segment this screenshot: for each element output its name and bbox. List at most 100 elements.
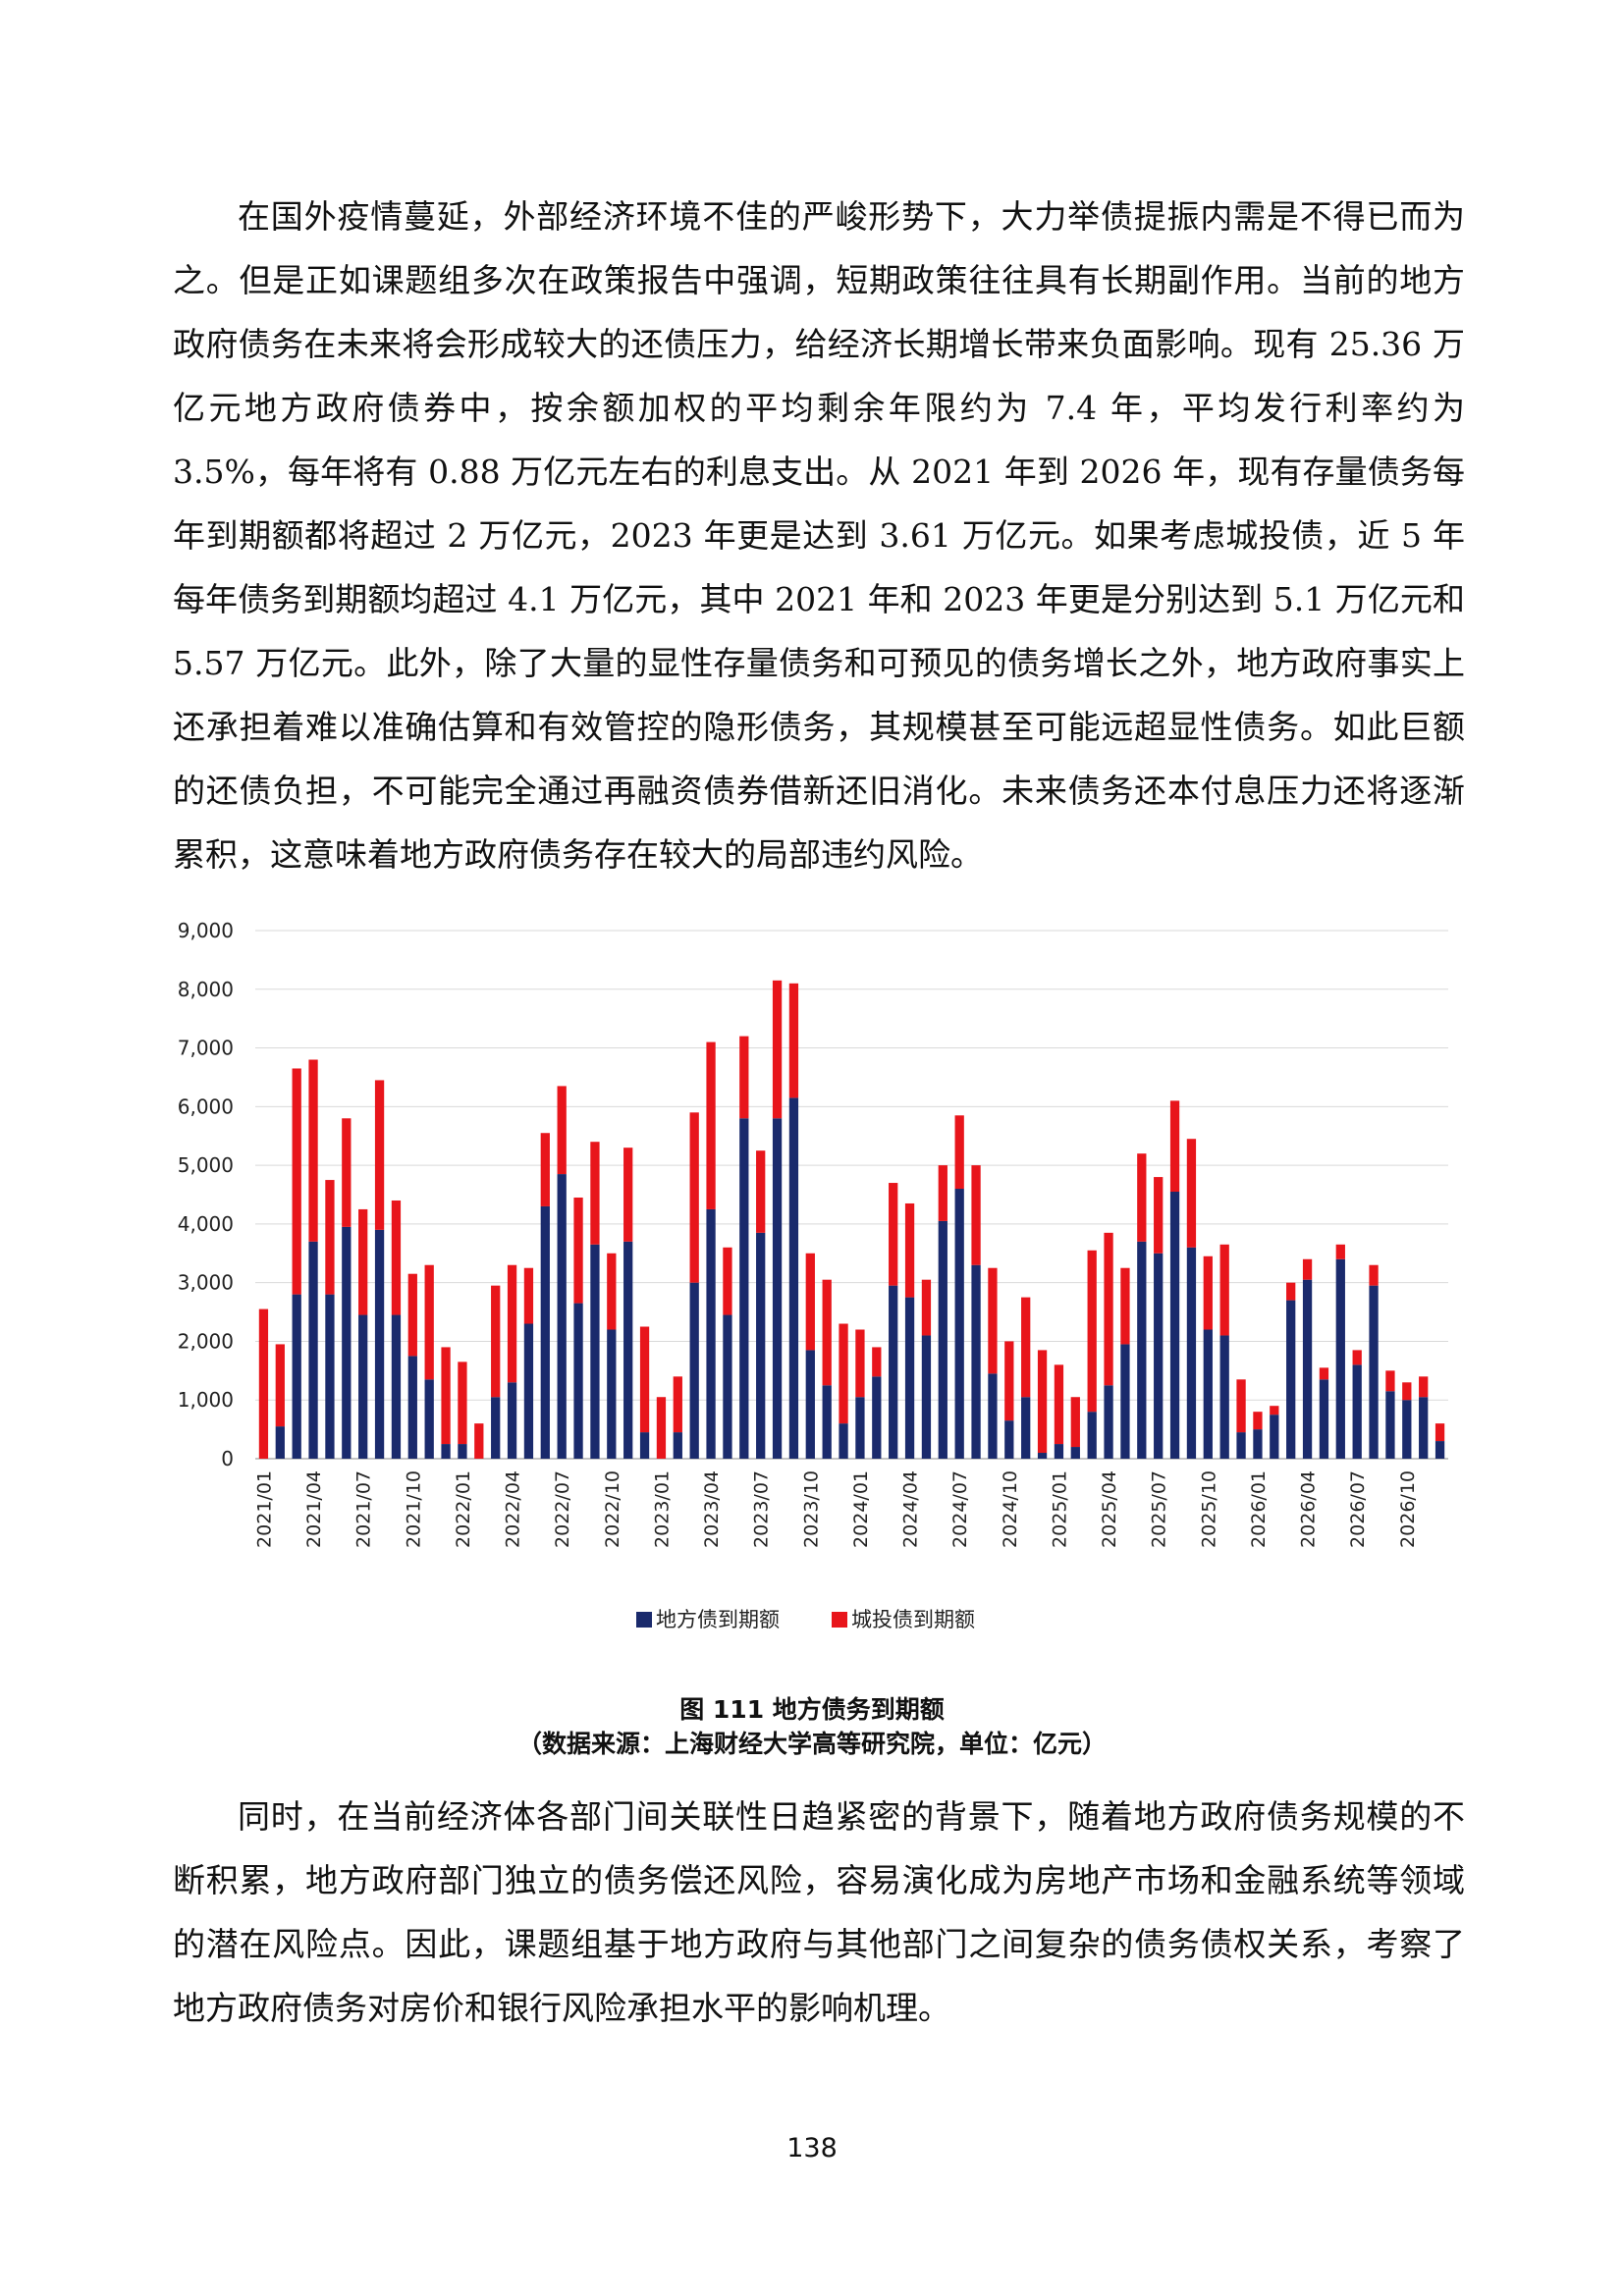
bar-chengtou-bond [1004, 1341, 1014, 1421]
bar-local-bond [1137, 1241, 1147, 1459]
bar-chengtou-bond [1186, 1139, 1197, 1248]
bar-chengtou-bond [275, 1344, 285, 1427]
bar-local-bond [590, 1244, 600, 1459]
x-tick-label: 2023/10 [800, 1470, 822, 1548]
bar-local-bond [639, 1432, 650, 1459]
bar-local-bond [839, 1423, 848, 1459]
x-tick-label: 2024/10 [1000, 1470, 1021, 1548]
bar-local-bond [1335, 1258, 1345, 1459]
bar-chengtou-bond [458, 1362, 467, 1445]
bar-local-bond [1369, 1285, 1379, 1459]
bar-local-bond [1236, 1432, 1246, 1459]
bar-chengtou-bond [656, 1397, 667, 1459]
bar-local-bond [739, 1118, 749, 1459]
bar-chengtou-bond [507, 1264, 517, 1383]
bar-chengtou-bond [1286, 1282, 1296, 1301]
bar-local-bond [308, 1241, 318, 1459]
bar-chengtou-bond [1137, 1153, 1147, 1242]
legend-label-local-bond: 地方债到期额 [656, 1608, 780, 1631]
bar-chengtou-bond [872, 1347, 882, 1377]
chart-bars [258, 980, 1445, 1459]
bar-local-bond [1054, 1444, 1064, 1459]
bar-chengtou-bond [1169, 1100, 1180, 1193]
bar-local-bond [1087, 1412, 1097, 1459]
bar-chengtou-bond [1435, 1423, 1445, 1442]
bar-chengtou-bond [639, 1326, 650, 1433]
bar-local-bond [673, 1432, 682, 1459]
x-tick-label: 2026/07 [1347, 1470, 1369, 1548]
bar-chengtou-bond [623, 1148, 633, 1242]
bar-chengtou-bond [1335, 1244, 1345, 1259]
x-tick-label: 2026/04 [1298, 1470, 1320, 1548]
bar-local-bond [1021, 1397, 1031, 1459]
bar-local-bond [772, 1118, 783, 1459]
bar-chengtou-bond [391, 1200, 402, 1315]
bar-local-bond [1435, 1441, 1445, 1459]
bar-local-bond [1352, 1364, 1362, 1459]
maturity-chart: 0 1,000 2,000 3,000 4,000 5,000 6,000 7,000 8,00… [178, 919, 1448, 1631]
bar-local-bond [921, 1335, 932, 1459]
bar-chengtou-bond [1037, 1350, 1048, 1454]
bar-local-bond [391, 1314, 402, 1459]
bar-chengtou-bond [441, 1347, 451, 1445]
x-tick-label: 2021/07 [353, 1470, 375, 1548]
bar-local-bond [1186, 1247, 1197, 1459]
bar-chengtou-bond [1120, 1267, 1130, 1345]
bar-local-bond [458, 1444, 467, 1459]
bar-local-bond [507, 1382, 517, 1459]
page-number: 138 [786, 2133, 838, 2163]
bar-local-bond [872, 1376, 882, 1459]
bar-chengtou-bond [342, 1118, 352, 1227]
y-tick-label: 8,000 [178, 978, 234, 1001]
bar-chengtou-bond [292, 1068, 301, 1295]
x-tick-label: 2025/04 [1099, 1470, 1120, 1548]
x-tick-label: 2022/01 [453, 1470, 474, 1548]
bar-local-bond [325, 1294, 335, 1459]
bar-local-bond [275, 1426, 285, 1459]
y-tick-label: 2,000 [178, 1329, 234, 1353]
bar-chengtou-bond [904, 1202, 915, 1298]
bar-local-bond [855, 1397, 865, 1459]
bar-local-bond [540, 1205, 550, 1459]
bar-local-bond [374, 1229, 385, 1459]
body-paragraph-2: 同时，在当前经济体各部门间关联性日趋紧密的背景下，随着地方政府债务规模的不断积累… [173, 1797, 1465, 2027]
bar-local-bond [904, 1297, 915, 1459]
bar-chengtou-bond [1319, 1367, 1329, 1380]
bar-chengtou-bond [1270, 1406, 1279, 1415]
y-tick-label: 5,000 [178, 1153, 234, 1177]
bar-local-bond [788, 1097, 799, 1459]
bar-local-bond [1402, 1400, 1412, 1459]
bar-chengtou-bond [988, 1267, 998, 1374]
bar-chengtou-bond [805, 1253, 815, 1351]
bar-chengtou-bond [756, 1150, 766, 1233]
bar-local-bond [358, 1314, 368, 1459]
bar-chengtou-bond [1054, 1364, 1064, 1445]
bar-chengtou-bond [1302, 1258, 1313, 1280]
y-tick-label: 4,000 [178, 1212, 234, 1236]
bar-local-bond [1385, 1391, 1395, 1459]
bar-local-bond [822, 1385, 832, 1459]
bar-local-bond [424, 1379, 434, 1459]
bar-chengtou-bond [1236, 1379, 1246, 1433]
bar-local-bond [805, 1350, 815, 1459]
bar-local-bond [491, 1397, 501, 1459]
body-paragraph-1: 在国外疫情蔓延，外部经济环境不佳的严峻形势下，大力举债提振内需是不得已而为之。但… [173, 197, 1465, 874]
bar-local-bond [689, 1282, 699, 1459]
bar-local-bond [1219, 1335, 1229, 1459]
x-tick-label: 2025/10 [1198, 1470, 1219, 1548]
bar-local-bond [441, 1444, 451, 1459]
bar-chengtou-bond [1219, 1244, 1229, 1336]
bar-local-bond [1037, 1453, 1048, 1459]
bar-chengtou-bond [921, 1279, 932, 1336]
bar-chengtou-bond [689, 1112, 699, 1283]
bar-chengtou-bond [1352, 1350, 1362, 1365]
bar-local-bond [954, 1189, 964, 1459]
bar-chengtou-bond [1104, 1232, 1113, 1386]
y-tick-label: 6,000 [178, 1095, 234, 1118]
bar-local-bond [557, 1174, 567, 1459]
bar-local-bond [971, 1264, 981, 1459]
x-tick-label: 2025/07 [1149, 1470, 1170, 1548]
bar-chengtou-bond [557, 1086, 567, 1175]
bar-chengtou-bond [839, 1323, 848, 1424]
bar-local-bond [1253, 1429, 1263, 1459]
